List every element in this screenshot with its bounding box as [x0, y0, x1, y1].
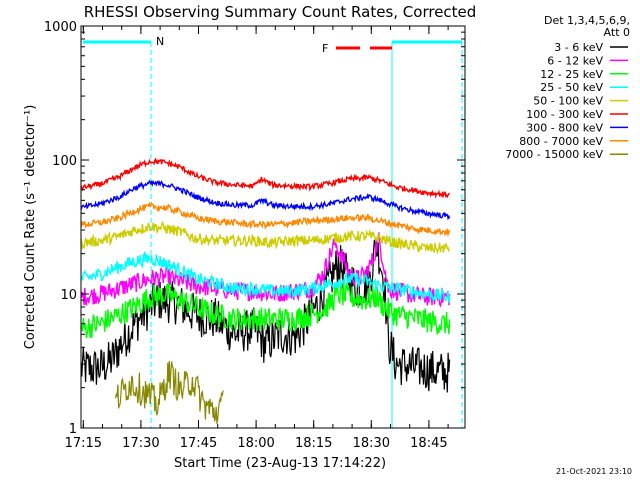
series-25-50-kev — [81, 250, 451, 304]
y-tick-label: 1000 — [44, 20, 77, 35]
generation-timestamp: 21-Oct-2021 23:10 — [556, 467, 632, 476]
legend-label: 6 - 12 keV — [547, 54, 603, 67]
series-800-7000-kev — [81, 200, 451, 237]
series-line — [81, 220, 450, 255]
series-300-800-kev — [81, 179, 451, 221]
series-line — [115, 360, 224, 424]
series-layer — [81, 157, 451, 424]
flare-label: F — [322, 42, 328, 55]
series-line — [81, 157, 451, 199]
x-tick-label: 17:45 — [180, 436, 217, 451]
series-7000-15000-kev — [115, 360, 224, 424]
chart-title: RHESSI Observing Summary Count Rates, Co… — [84, 3, 477, 21]
series-50-100-kev — [81, 220, 450, 255]
axes-layer: 1 10 100 1000 17:15 17:30 17:45 18:00 18:15 18:30… — [44, 20, 465, 451]
y-tick-label: 10 — [60, 288, 77, 303]
series-line — [81, 237, 451, 393]
x-axis-label: Start Time (23-Aug-13 17:14:22) — [174, 456, 386, 471]
series-line — [81, 200, 451, 237]
series-100-300-kev — [81, 157, 451, 199]
x-tick-label: 17:30 — [122, 436, 159, 451]
x-tick-label: 18:30 — [353, 436, 390, 451]
series-line — [81, 179, 451, 221]
legend-label: 12 - 25 keV — [540, 68, 603, 81]
series-line — [81, 281, 451, 339]
legend-label: 7000 - 15000 keV — [505, 148, 603, 161]
legend-label: 50 - 100 keV — [533, 95, 603, 108]
legend-label: 800 - 7000 keV — [519, 135, 603, 148]
legend-label: 25 - 50 keV — [540, 81, 603, 94]
legend-header-line-1: Det 1,3,4,5,6,9, — [544, 14, 630, 27]
x-tick-label: 17:15 — [65, 436, 102, 451]
plot-frame — [80, 25, 466, 429]
series-line — [81, 250, 451, 304]
x-tick-label: 18:45 — [410, 436, 447, 451]
legend-header-line-2: Att 0 — [604, 26, 630, 39]
night-label: N — [156, 35, 164, 48]
series-12-25-kev — [81, 281, 451, 339]
legend-label: 3 - 6 keV — [554, 41, 603, 54]
x-tick-label: 18:00 — [237, 436, 274, 451]
y-tick-label: 1 — [69, 422, 77, 437]
series-3-6-kev — [81, 237, 451, 393]
x-tick-label: 18:15 — [295, 436, 332, 451]
legend-label: 100 - 300 keV — [526, 108, 603, 121]
y-tick-label: 100 — [52, 154, 77, 169]
legend-label: 300 - 800 keV — [526, 121, 603, 134]
y-axis-label: Corrected Count Rate (s⁻¹ detector⁻¹) — [23, 105, 38, 350]
